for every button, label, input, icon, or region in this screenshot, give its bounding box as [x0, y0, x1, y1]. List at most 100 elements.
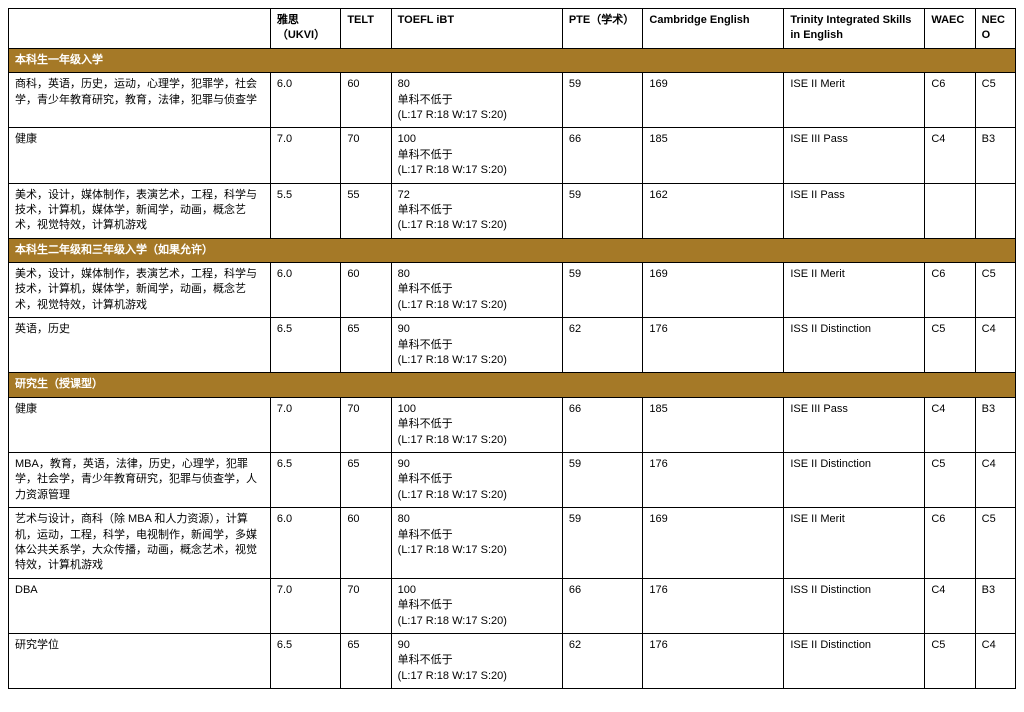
ielts-cell: 7.0 — [270, 128, 340, 183]
course-cell: 商科，英语，历史，运动，心理学，犯罪学，社会学，青少年教育研究，教育，法律，犯罪… — [9, 73, 271, 128]
cambridge-cell: 169 — [643, 508, 784, 579]
trinity-cell: ISS II Distinction — [784, 318, 925, 373]
trinity-cell: ISE III Pass — [784, 397, 925, 452]
table-row: 健康7.070100单科不低于(L:17 R:18 W:17 S:20)6618… — [9, 128, 1016, 183]
telt-cell: 65 — [341, 452, 391, 507]
toefl-cell: 90单科不低于(L:17 R:18 W:17 S:20) — [391, 452, 562, 507]
toefl-sub-detail: (L:17 R:18 W:17 S:20) — [398, 543, 556, 558]
toefl-score: 80 — [398, 77, 556, 92]
table-row: MBA，教育，英语，法律，历史，心理学，犯罪学，社会学，青少年教育研究，犯罪与侦… — [9, 452, 1016, 507]
section-header: 本科生二年级和三年级入学（如果允许） — [9, 238, 1016, 262]
pte-cell: 62 — [562, 318, 643, 373]
ielts-cell: 6.5 — [270, 633, 340, 688]
col-header-4: PTE（学术） — [562, 9, 643, 49]
pte-cell: 59 — [562, 183, 643, 238]
toefl-score: 90 — [398, 457, 556, 472]
telt-cell: 55 — [341, 183, 391, 238]
course-cell: 英语，历史 — [9, 318, 271, 373]
section-header: 研究生（授课型） — [9, 373, 1016, 397]
waec-cell: C4 — [925, 397, 975, 452]
neco-cell: C5 — [975, 508, 1015, 579]
neco-cell: B3 — [975, 578, 1015, 633]
toefl-sub-prefix: 单科不低于 — [398, 93, 556, 108]
ielts-cell: 5.5 — [270, 183, 340, 238]
toefl-cell: 100单科不低于(L:17 R:18 W:17 S:20) — [391, 397, 562, 452]
section-header: 本科生一年级入学 — [9, 48, 1016, 72]
toefl-sub-detail: (L:17 R:18 W:17 S:20) — [398, 488, 556, 503]
toefl-sub-detail: (L:17 R:18 W:17 S:20) — [398, 108, 556, 123]
trinity-cell: ISS II Distinction — [784, 578, 925, 633]
toefl-cell: 80单科不低于(L:17 R:18 W:17 S:20) — [391, 73, 562, 128]
cambridge-cell: 162 — [643, 183, 784, 238]
toefl-sub-detail: (L:17 R:18 W:17 S:20) — [398, 298, 556, 313]
toefl-sub-prefix: 单科不低于 — [398, 148, 556, 163]
table-header-row: 雅思（UKVI）TELTTOEFL iBTPTE（学术）Cambridge En… — [9, 9, 1016, 49]
waec-cell: C4 — [925, 578, 975, 633]
cambridge-cell: 176 — [643, 318, 784, 373]
telt-cell: 65 — [341, 633, 391, 688]
ielts-cell: 7.0 — [270, 578, 340, 633]
pte-cell: 66 — [562, 397, 643, 452]
table-row: 美术，设计，媒体制作，表演艺术，工程，科学与技术，计算机，媒体学，新闻学，动画，… — [9, 183, 1016, 238]
trinity-cell: ISE II Merit — [784, 73, 925, 128]
course-cell: MBA，教育，英语，法律，历史，心理学，犯罪学，社会学，青少年教育研究，犯罪与侦… — [9, 452, 271, 507]
ielts-cell: 6.0 — [270, 508, 340, 579]
pte-cell: 66 — [562, 128, 643, 183]
telt-cell: 70 — [341, 578, 391, 633]
waec-cell: C6 — [925, 73, 975, 128]
ielts-cell: 6.5 — [270, 452, 340, 507]
telt-cell: 60 — [341, 508, 391, 579]
table-row: 艺术与设计，商科（除 MBA 和人力资源），计算机，运动，工程，科学，电视制作，… — [9, 508, 1016, 579]
toefl-sub-detail: (L:17 R:18 W:17 S:20) — [398, 218, 556, 233]
neco-cell: C4 — [975, 318, 1015, 373]
waec-cell: C4 — [925, 128, 975, 183]
toefl-sub-prefix: 单科不低于 — [398, 417, 556, 432]
telt-cell: 60 — [341, 73, 391, 128]
toefl-sub-detail: (L:17 R:18 W:17 S:20) — [398, 353, 556, 368]
table-body: 本科生一年级入学商科，英语，历史，运动，心理学，犯罪学，社会学，青少年教育研究，… — [9, 48, 1016, 688]
waec-cell: C5 — [925, 318, 975, 373]
cambridge-cell: 185 — [643, 128, 784, 183]
neco-cell: B3 — [975, 397, 1015, 452]
col-header-3: TOEFL iBT — [391, 9, 562, 49]
toefl-sub-prefix: 单科不低于 — [398, 338, 556, 353]
table-row: 英语，历史6.56590单科不低于(L:17 R:18 W:17 S:20)62… — [9, 318, 1016, 373]
waec-cell: C6 — [925, 508, 975, 579]
toefl-cell: 100单科不低于(L:17 R:18 W:17 S:20) — [391, 578, 562, 633]
requirements-table: 雅思（UKVI）TELTTOEFL iBTPTE（学术）Cambridge En… — [8, 8, 1016, 689]
col-header-0 — [9, 9, 271, 49]
ielts-cell: 6.5 — [270, 318, 340, 373]
col-header-6: Trinity Integrated Skills in English — [784, 9, 925, 49]
toefl-sub-prefix: 单科不低于 — [398, 203, 556, 218]
neco-cell — [975, 183, 1015, 238]
neco-cell: C4 — [975, 633, 1015, 688]
course-cell: 艺术与设计，商科（除 MBA 和人力资源），计算机，运动，工程，科学，电视制作，… — [9, 508, 271, 579]
toefl-sub-detail: (L:17 R:18 W:17 S:20) — [398, 669, 556, 684]
table-row: 商科，英语，历史，运动，心理学，犯罪学，社会学，青少年教育研究，教育，法律，犯罪… — [9, 73, 1016, 128]
toefl-score: 100 — [398, 583, 556, 598]
course-cell: 美术，设计，媒体制作，表演艺术，工程，科学与技术，计算机，媒体学，新闻学，动画，… — [9, 263, 271, 318]
col-header-2: TELT — [341, 9, 391, 49]
telt-cell: 70 — [341, 397, 391, 452]
table-row: 美术，设计，媒体制作，表演艺术，工程，科学与技术，计算机，媒体学，新闻学，动画，… — [9, 263, 1016, 318]
pte-cell: 59 — [562, 263, 643, 318]
neco-cell: C5 — [975, 73, 1015, 128]
toefl-score: 90 — [398, 322, 556, 337]
cambridge-cell: 169 — [643, 263, 784, 318]
table-row: 研究学位6.56590单科不低于(L:17 R:18 W:17 S:20)621… — [9, 633, 1016, 688]
cambridge-cell: 169 — [643, 73, 784, 128]
toefl-score: 100 — [398, 402, 556, 417]
toefl-cell: 90单科不低于(L:17 R:18 W:17 S:20) — [391, 318, 562, 373]
cambridge-cell: 176 — [643, 633, 784, 688]
trinity-cell: ISE II Distinction — [784, 633, 925, 688]
col-header-5: Cambridge English — [643, 9, 784, 49]
toefl-score: 90 — [398, 638, 556, 653]
section-title: 本科生二年级和三年级入学（如果允许） — [9, 238, 1016, 262]
toefl-cell: 100单科不低于(L:17 R:18 W:17 S:20) — [391, 128, 562, 183]
cambridge-cell: 176 — [643, 578, 784, 633]
toefl-score: 100 — [398, 132, 556, 147]
waec-cell: C6 — [925, 263, 975, 318]
cambridge-cell: 185 — [643, 397, 784, 452]
waec-cell — [925, 183, 975, 238]
toefl-cell: 80单科不低于(L:17 R:18 W:17 S:20) — [391, 263, 562, 318]
